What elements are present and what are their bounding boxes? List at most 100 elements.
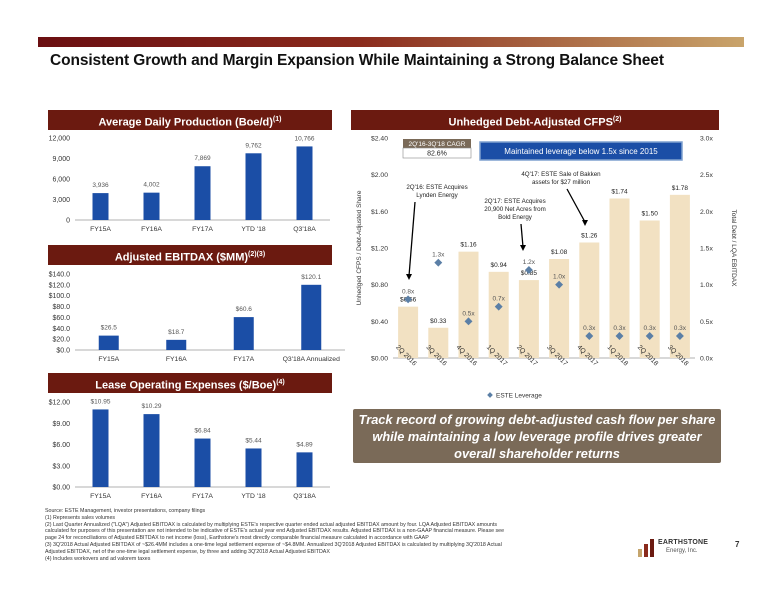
ebitdax-header-text: Adjusted EBITDAX ($MM) bbox=[114, 251, 249, 264]
production-data-label: 10,766 bbox=[295, 135, 315, 142]
cfps-header-text: Unhedged Debt-Adjusted CFPS bbox=[448, 116, 613, 129]
ebitdax-ytick: $60.0 bbox=[52, 315, 70, 322]
loe-ytick: $9.00 bbox=[52, 421, 70, 428]
cfps-ytick: $1.20 bbox=[371, 246, 388, 253]
ebitdax-xtick: FY17A bbox=[233, 356, 254, 363]
cfps-leverage-label: 0.3x bbox=[613, 325, 626, 332]
cfps-annotation-arrowhead bbox=[406, 274, 412, 280]
cfps-data-label: $1.16 bbox=[460, 242, 477, 249]
cfps-ytick: $2.00 bbox=[371, 172, 388, 179]
cfps-leverage-marker bbox=[464, 317, 473, 326]
cagr-value: 82.6% bbox=[427, 151, 447, 158]
loe-data-label: $4.89 bbox=[296, 441, 313, 448]
cfps-annotation-arrowhead bbox=[582, 220, 588, 226]
loe-xtick: FY17A bbox=[192, 493, 213, 500]
footnote-line: (2) Last Quarter Annualized ("LQA") Adju… bbox=[45, 521, 497, 528]
cfps-annotation-text: Bold Energy bbox=[498, 214, 533, 221]
cfps-panel-header: Unhedged Debt-Adjusted CFPS(2) bbox=[351, 110, 719, 130]
loe-ytick: $3.00 bbox=[52, 463, 70, 470]
footnote-line: Adjusted EBITDAX, net of the one-time le… bbox=[45, 548, 330, 555]
cfps-data-label: $1.74 bbox=[611, 189, 628, 196]
ebitdax-ytick: $120.0 bbox=[49, 282, 71, 289]
cfps-y2tick: 0.5x bbox=[700, 319, 713, 326]
cfps-annotation-text: 2Q'16: ESTE Acquires bbox=[406, 184, 467, 191]
loe-xtick: FY15A bbox=[90, 493, 111, 500]
cfps-data-label: $0.94 bbox=[491, 262, 508, 269]
cfps-data-label: $1.78 bbox=[672, 185, 689, 192]
cfps-annotation-arrowhead bbox=[520, 245, 526, 251]
ebitdax-bar bbox=[301, 284, 322, 350]
ebitdax-ytick: $140.0 bbox=[49, 272, 71, 279]
production-ytick: 3,000 bbox=[52, 197, 70, 204]
loe-ytick: $12.00 bbox=[49, 400, 71, 407]
cfps-annotation-text: 2Q'17: ESTE Acquires bbox=[484, 198, 545, 205]
cfps-ytick: $0.00 bbox=[371, 356, 388, 363]
cfps-leverage-label: 1.0x bbox=[553, 274, 566, 281]
cfps-leverage-label: 0.7x bbox=[493, 296, 506, 303]
cfps-bar bbox=[458, 251, 479, 358]
ebitdax-ytick: $100.0 bbox=[49, 293, 71, 300]
logo-subtitle: Energy, Inc. bbox=[666, 548, 698, 554]
ebitdax-header-sup: (2)(3) bbox=[248, 251, 266, 258]
ebitdax-panel-header: Adjusted EBITDAX ($MM)(2)(3) bbox=[48, 245, 332, 265]
production-bar bbox=[194, 166, 211, 220]
ebitdax-ytick: $40.0 bbox=[52, 326, 70, 333]
cfps-annotation-arrow bbox=[566, 188, 586, 223]
production-bar bbox=[143, 192, 160, 220]
loe-data-label: $6.84 bbox=[194, 428, 211, 435]
ebitdax-bar bbox=[98, 335, 119, 350]
loe-bar bbox=[92, 409, 109, 487]
loe-bar bbox=[143, 414, 160, 487]
page-number: 7 bbox=[735, 540, 740, 549]
cfps-annotation-arrow bbox=[408, 201, 416, 277]
footnotes: Source: ESTE Management, investor presen… bbox=[45, 508, 625, 562]
company-logo: EARTHSTONE Energy, Inc. bbox=[636, 537, 716, 561]
loe-data-label: $10.29 bbox=[142, 403, 162, 410]
cfps-ylabel: Unhedged CFPS / Debt-Adjusted Share bbox=[356, 190, 363, 305]
cfps-leverage-label: 1.3x bbox=[432, 252, 445, 259]
loe-xtick: YTD '18 bbox=[241, 493, 266, 500]
footnote-line: (1) Represents sales volumes bbox=[45, 514, 116, 521]
cfps-bar bbox=[518, 280, 539, 358]
slide-title: Consistent Growth and Margin Expansion W… bbox=[50, 52, 664, 69]
loe-header-sup: (4) bbox=[276, 379, 285, 386]
callout-box: Track record of growing debt-adjusted ca… bbox=[353, 409, 721, 463]
cfps-annotation-text: Lynden Energy bbox=[416, 192, 458, 199]
ebitdax-data-label: $18.7 bbox=[168, 329, 185, 336]
ebitdax-xtick: Q3'18A Annualized bbox=[283, 356, 340, 363]
footnote-line: (3) 3Q'2018 Actual Adjusted EBITDAX of ~… bbox=[45, 541, 502, 548]
footnote-line: page 24 for reconciliations of Adjusted … bbox=[45, 535, 429, 542]
cfps-y2tick: 1.0x bbox=[700, 282, 713, 289]
ebitdax-ytick: $20.0 bbox=[52, 337, 70, 344]
production-data-label: 4,002 bbox=[143, 182, 160, 189]
loe-xtick: FY16A bbox=[141, 493, 162, 500]
cagr-value-box bbox=[402, 147, 472, 159]
loe-header-text: Lease Operating Expenses ($/Boe) bbox=[95, 379, 277, 392]
cagr-title: 2Q'16-3Q'18 CAGR bbox=[408, 141, 465, 148]
cfps-annotation-arrow bbox=[520, 223, 524, 248]
production-xtick: FY17A bbox=[192, 226, 213, 233]
production-xtick: Q3'18A bbox=[293, 226, 316, 233]
cfps-data-label: $1.08 bbox=[551, 249, 568, 256]
cfps-leverage-label: 0.5x bbox=[462, 310, 475, 317]
cfps-bar bbox=[579, 242, 600, 358]
production-header-text: Average Daily Production (Boe/d) bbox=[98, 116, 273, 129]
cfps-bar bbox=[609, 198, 630, 358]
production-data-label: 3,936 bbox=[92, 182, 109, 189]
cfps-bar bbox=[639, 220, 660, 358]
production-bar bbox=[245, 153, 262, 220]
logo-name: EARTHSTONE bbox=[658, 539, 709, 546]
cfps-leverage-marker bbox=[524, 266, 533, 274]
cfps-y2tick: 1.5x bbox=[700, 246, 713, 253]
loe-data-label: $5.44 bbox=[245, 437, 262, 444]
footnote-line: (4) Includes workovers and ad valorem ta… bbox=[45, 555, 151, 562]
cfps-bar bbox=[488, 271, 509, 358]
production-xtick: YTD '18 bbox=[241, 226, 266, 233]
cfps-leverage-marker bbox=[675, 332, 684, 340]
production-data-label: 9,762 bbox=[245, 142, 262, 149]
production-header-sup: (1) bbox=[272, 116, 282, 123]
ebitdax-data-label: $26.5 bbox=[101, 325, 118, 332]
cfps-bar bbox=[549, 259, 570, 358]
leverage-banner-text: Maintained leverage below 1.5x since 201… bbox=[504, 147, 658, 156]
